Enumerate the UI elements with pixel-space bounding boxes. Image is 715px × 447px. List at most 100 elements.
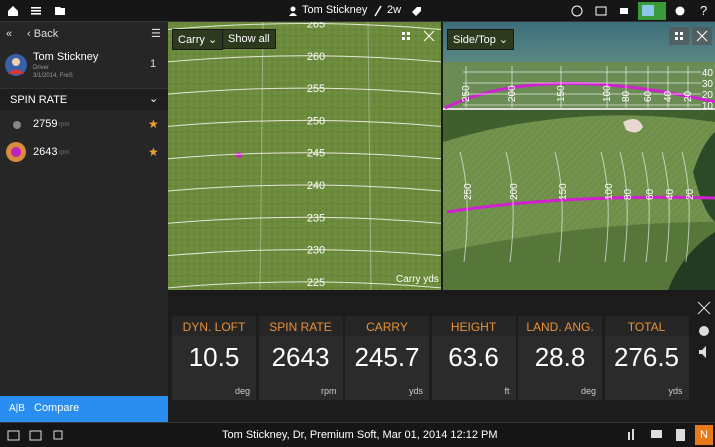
player-name: Tom Stickney	[33, 51, 99, 63]
view-controls[interactable]	[668, 26, 714, 46]
club: Driver	[33, 65, 49, 71]
metric-tile[interactable]: CARRY 245.7 yds	[345, 316, 429, 400]
top-distance-arc	[641, 151, 650, 263]
badge[interactable]: N	[695, 425, 713, 445]
side-distance-label: 200	[507, 85, 518, 102]
distance-line	[168, 152, 441, 160]
back-button[interactable]: Back	[33, 28, 59, 40]
metric-tile[interactable]: TOTAL 276.5 yds	[604, 316, 689, 400]
side-distance-label: 150	[556, 85, 567, 102]
distance-line	[168, 184, 441, 192]
compare-button[interactable]: A|B Compare	[0, 396, 168, 422]
metric-unit: rpm	[321, 386, 337, 396]
height-label: 40	[702, 68, 714, 79]
metric-unit: yds	[408, 386, 423, 396]
avatar	[5, 54, 27, 76]
top-distance-label: 200	[509, 183, 520, 200]
side-distance-label: 100	[602, 85, 613, 102]
distance-line	[168, 87, 441, 95]
side-distance-label: 60	[643, 90, 654, 102]
metric-unit: deg	[580, 386, 596, 396]
distance-line	[168, 55, 441, 63]
height-label: 20	[702, 90, 714, 101]
carry-axis-label: Carry yds	[396, 274, 439, 285]
distance-label: 225	[307, 277, 325, 289]
club-name[interactable]: 2w	[387, 4, 402, 16]
metric-unit: yds	[668, 386, 683, 396]
carry-mode-dropdown[interactable]: Carry ⌄	[172, 29, 224, 50]
metric-tile[interactable]: HEIGHT 63.6 ft	[431, 316, 516, 400]
distance-label: 265	[307, 22, 325, 31]
top-distance-label: 150	[558, 183, 569, 200]
distance-label: 255	[307, 83, 325, 95]
distance-label: 260	[307, 51, 325, 63]
distance-label: 240	[307, 180, 325, 192]
shot-value: 2759	[33, 118, 58, 130]
top-distance-arc	[661, 151, 670, 263]
splitter[interactable]	[168, 290, 715, 296]
carry-view: 265 260 255 250 245 240 235 230 225	[168, 22, 441, 290]
shot-value: 2643	[33, 146, 58, 158]
side-distance-label: 40	[663, 90, 674, 102]
side-distance-label: 20	[683, 90, 694, 102]
session-date: 3/1/2014, FreS	[33, 73, 73, 79]
distance-line	[168, 249, 441, 257]
shot-count: 1	[150, 58, 157, 70]
side-distance-label: 250	[461, 85, 472, 102]
distance-label: 235	[307, 212, 325, 224]
top-distance-label: 60	[645, 188, 656, 200]
metric-value: 10.5	[188, 342, 240, 372]
metric-label: LAND. ANG.	[518, 316, 602, 336]
metric-label: CARRY	[345, 316, 429, 336]
sidebar: « ‹ Back ☰ Tom Stickney Driver 3/1/2014,…	[0, 22, 168, 422]
dropdown-label: Side/Top	[453, 34, 496, 46]
metric-label: HEIGHT	[431, 316, 516, 336]
panel-icons[interactable]	[694, 298, 714, 362]
show-all-button[interactable]: Show all	[222, 29, 276, 49]
top-bar: ? Tom Stickney 2w	[0, 0, 715, 22]
player-name[interactable]: Tom Stickney	[302, 4, 368, 16]
height-label: 10	[702, 101, 714, 112]
status-bar: Tom Stickney, Dr, Premium Soft, Mar 01, …	[0, 422, 715, 447]
height-label: 30	[702, 79, 714, 90]
top-distance-arc	[505, 151, 514, 263]
svg-text:?: ?	[700, 3, 707, 18]
distance-line	[168, 281, 441, 289]
shot-unit: rpm	[59, 150, 70, 156]
metric-tile[interactable]: LAND. ANG. 28.8 deg	[518, 316, 602, 400]
top-distance-arc	[619, 151, 628, 263]
shot-row[interactable]: 2643 rpm ★	[0, 139, 168, 165]
view-mode-dropdown[interactable]: Side/Top ⌄	[447, 29, 515, 50]
metric-label: DYN. LOFT	[172, 316, 256, 336]
metric-value: 245.7	[354, 342, 420, 372]
metric-tile[interactable]: DYN. LOFT 10.5 deg	[172, 316, 256, 400]
top-icons: ?	[8, 2, 707, 20]
top-distance-label: 20	[685, 188, 696, 200]
section-header[interactable]: SPIN RATE ⌄	[0, 88, 168, 110]
side-top-view: 250 250 200 200 150 150 100 100 80 80 60 60 40 40 20 20…	[443, 22, 715, 290]
distance-label: 230	[307, 245, 325, 257]
metric-unit: ft	[504, 386, 510, 396]
distance-line	[168, 119, 441, 127]
metric-value: 28.8	[534, 342, 586, 372]
shot-row[interactable]: 2759 rpm ★	[0, 112, 168, 138]
metric-value: 63.6	[448, 342, 499, 372]
side-distance-label: 80	[621, 90, 632, 102]
distance-label: 245	[307, 148, 325, 160]
carry-controls[interactable]	[397, 26, 439, 46]
top-distance-arc	[459, 151, 468, 263]
back-row: « ‹ Back ☰	[6, 28, 161, 40]
player-row[interactable]: Tom Stickney Driver 3/1/2014, FreS 1	[0, 46, 168, 86]
metric-tile[interactable]: SPIN RATE 2643 rpm	[258, 316, 343, 400]
compare-label: Compare	[34, 402, 80, 414]
section-title: SPIN RATE	[10, 94, 68, 106]
distance-line	[168, 216, 441, 224]
metric-label: TOTAL	[604, 316, 689, 336]
shot-unit: rpm	[59, 122, 70, 128]
dropdown-label: Carry	[178, 34, 205, 46]
metric-value: 2643	[271, 342, 330, 372]
top-distance-arc	[681, 151, 690, 263]
distance-label: 250	[307, 115, 325, 127]
compare-icon: A|B	[9, 403, 25, 414]
